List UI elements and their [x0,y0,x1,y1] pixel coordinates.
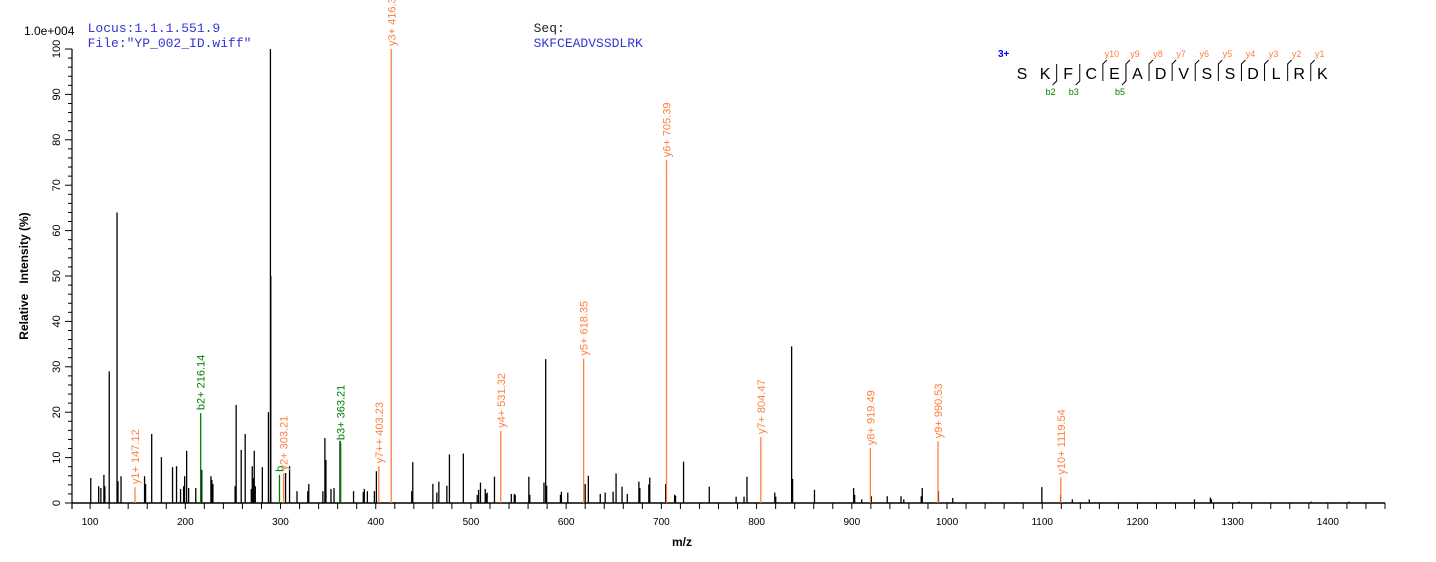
peak-label: y1+ 147.12 [130,429,142,484]
x-tick-label: 800 [748,517,765,528]
title-locus-file: Locus:1.1.1.551.9 File:"YP_002_ID.wiff" [72,6,252,51]
sequence-residue: V [1178,66,1189,83]
y-ion-mark-label: y6 [1199,49,1209,59]
sequence-residue: S [1017,66,1028,83]
sequence-residue: R [1293,66,1305,83]
y-tick-label: 60 [51,224,63,236]
title-seq: Seq: SKFCEADVSSDLRK [518,6,643,51]
y-ion-mark-label: y5 [1223,49,1233,59]
y-ion-marker [1171,59,1177,81]
sequence-residue: D [1155,66,1167,83]
y-ion-marker [1264,59,1269,81]
x-tick-label: 300 [272,517,289,528]
y-ion-mark-label: y7 [1176,49,1186,59]
peak-label: y3+ 416.30 [386,0,398,46]
y-tick-label: 20 [51,406,63,418]
seq-label: Seq: [533,21,565,36]
peak-label: b2+ 216.14 [196,355,208,410]
x-tick-label: 1400 [1317,517,1340,528]
b-ion-mark-label: b3 [1069,87,1079,97]
b-ion-marker [1052,64,1058,86]
y-ion-mark-label: y9 [1130,49,1140,59]
y-tick-label: 70 [51,179,63,191]
x-tick-label: 100 [82,517,99,528]
x-axis-label: m/z [672,535,692,549]
peak-label: y9+ 990.53 [933,384,945,439]
y-ion-marker [1125,59,1131,81]
charge-state: 3+ [998,49,1010,60]
peak-label: y8+ 919.49 [865,390,877,445]
y-tick-label: 30 [51,361,63,373]
x-tick-label: 1300 [1222,517,1245,528]
y-ion-marker [1310,59,1316,81]
x-tick-label: 500 [463,517,480,528]
peak-label: b3+ 363.21 [336,385,348,440]
y-axis-label: Relative Intensity (%) [17,212,31,339]
peak-label: y10+ 1119.54 [1056,409,1068,474]
peak-label: y4+ 531.32 [496,373,508,428]
b-ion-mark-label: b2 [1046,87,1056,97]
y-ion-marker [1217,59,1223,81]
y-ion-marker [1287,59,1293,81]
y-ion-marker [1102,59,1108,81]
sequence-residue: C [1086,66,1098,83]
x-tick-label: 700 [653,517,670,528]
x-tick-label: 1000 [936,517,959,528]
peak-label: y7+ 804.47 [756,379,768,434]
x-tick-label: 1100 [1031,517,1053,528]
sequence-residue: D [1247,66,1259,83]
sequence-residue: K [1040,66,1051,83]
x-tick-label: 1200 [1126,517,1149,528]
y-tick-label: 100 [51,40,63,58]
file-label: File:"YP_002_ID.wiff" [87,36,252,51]
y-tick-label: 10 [51,451,63,463]
peak-label: y6+ 705.39 [662,102,674,157]
b-ion-mark-label: b5 [1115,87,1125,97]
locus-label: Locus:1.1.1.551.9 [87,21,221,36]
y-ion-mark-label: y3 [1269,49,1279,59]
sequence-residue: S [1201,66,1212,83]
peak-label: y2+ 303.21 [279,416,291,471]
y-ion-mark-label: y2 [1292,49,1302,59]
y-ion-mark-label: y8 [1153,49,1163,59]
y-tick-label: 80 [51,134,63,146]
sequence-residue: S [1225,66,1236,83]
y-tick-label: 90 [51,88,63,100]
y-ion-mark-label: y4 [1246,49,1256,59]
y-tick-label: 0 [51,500,63,506]
peak-label: y5+ 618.35 [579,301,591,356]
b-ion-marker [1075,64,1081,86]
b-ion-marker [1121,64,1127,86]
y-ion-marker [1240,59,1246,81]
intensity-scale: 1.0e+004 [24,24,75,38]
sequence-residue: E [1109,66,1120,83]
sequence-residue: A [1132,66,1143,83]
y-tick-label: 50 [51,270,63,282]
sequence-residue: F [1063,66,1073,83]
sequence-residue: K [1317,66,1328,83]
y-ion-marker [1194,59,1200,81]
x-tick-label: 200 [177,517,194,528]
y-tick-label: 40 [51,315,63,327]
y-ion-mark-label: y10 [1105,49,1120,59]
x-tick-label: 900 [843,517,860,528]
sequence-residue: L [1272,66,1281,83]
y-ion-marker [1148,59,1154,81]
peak-label: b [274,466,286,472]
peak-label: y7++ 403.23 [374,402,386,463]
x-tick-label: 400 [367,517,384,528]
seq-value: SKFCEADVSSDLRK [533,36,643,51]
x-tick-label: 600 [558,517,575,528]
y-ion-mark-label: y1 [1315,49,1325,59]
